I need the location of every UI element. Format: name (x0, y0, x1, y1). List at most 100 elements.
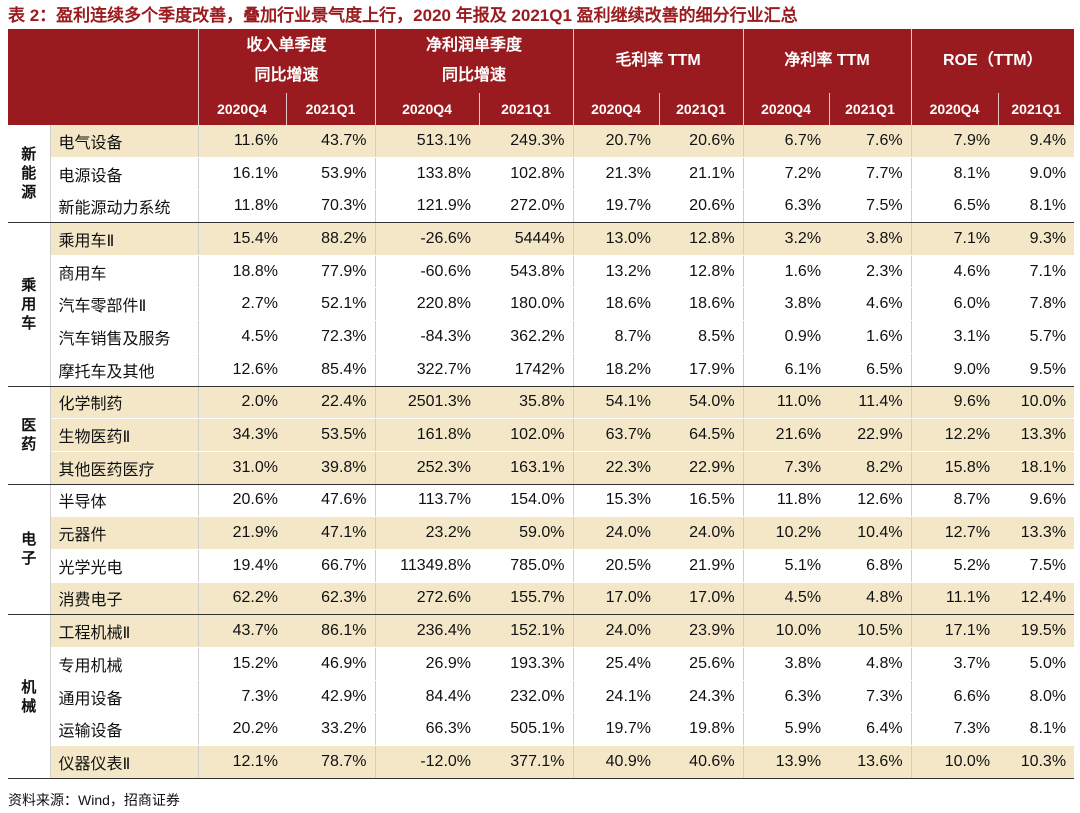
value-cell: 59.0% (479, 516, 574, 550)
header-period: 2021Q1 (997, 93, 1075, 125)
value-cell: 26.9% (374, 647, 480, 681)
value-cell: 7.3% (910, 712, 999, 747)
value-cell: 8.1% (910, 157, 999, 191)
value-cell: 88.2% (286, 222, 376, 256)
value-cell: 7.5% (829, 189, 912, 224)
value-cell: 7.7% (829, 157, 912, 191)
header-period: 2021Q1 (658, 93, 744, 125)
value-cell: 66.7% (286, 549, 376, 583)
value-cell: 5.7% (998, 320, 1075, 354)
value-cell: 1.6% (742, 255, 830, 289)
value-cell: 1.6% (829, 320, 912, 354)
value-cell: 72.3% (286, 320, 376, 354)
value-cell: 64.5% (659, 418, 744, 452)
header-period: 2020Q4 (910, 93, 999, 125)
industry-name: 摩托车及其他 (50, 353, 198, 387)
industry-name: 化学制药 (50, 386, 198, 420)
industry-name: 仪器仪表Ⅱ (50, 745, 198, 779)
value-cell: 7.3% (742, 451, 830, 485)
value-cell: 40.9% (572, 745, 660, 779)
value-cell: 220.8% (374, 287, 480, 322)
value-cell: 4.5% (197, 320, 286, 354)
value-cell: 24.3% (659, 680, 744, 714)
value-cell: 16.5% (659, 484, 744, 518)
table-row: 仪器仪表Ⅱ 12.1% 78.7% -12.0% 377.1% 40.9% 40.6% 13.… (8, 745, 1075, 779)
value-cell: 12.6% (197, 353, 286, 387)
value-cell: 16.1% (197, 157, 286, 191)
value-cell: 18.6% (572, 287, 660, 322)
value-cell: 7.2% (742, 157, 830, 191)
value-cell: 54.1% (572, 386, 660, 420)
value-cell: 102.8% (479, 157, 574, 191)
value-cell: 11.8% (197, 189, 286, 224)
value-cell: 40.6% (659, 745, 744, 779)
table-row: 新能源电气设备 11.6% 43.7% 513.1% 249.3% 20.7% 20.6% 6… (8, 125, 1075, 224)
value-cell: 62.3% (286, 582, 376, 616)
value-cell: 62.2% (197, 582, 286, 616)
value-cell: 9.6% (910, 386, 999, 420)
value-cell: 19.7% (572, 189, 660, 224)
value-cell: 22.9% (829, 418, 912, 452)
value-cell: 21.9% (197, 516, 286, 550)
value-cell: 5.9% (742, 712, 830, 747)
value-cell: 8.0% (998, 680, 1075, 714)
header-blank-sector-2 (8, 93, 50, 125)
value-cell: 24.0% (572, 516, 660, 550)
table-row: 乘用车乘用车Ⅱ 15.4% 88.2% -26.6% 5444% 13.0% 12.8% 3.… (8, 222, 1075, 387)
value-cell: 31.0% (197, 451, 286, 485)
industry-name: 通用设备 (50, 680, 198, 714)
value-cell: 4.8% (829, 647, 912, 681)
value-cell: 7.1% (998, 255, 1075, 289)
value-cell: 4.6% (910, 255, 999, 289)
header-period: 2021Q1 (828, 93, 912, 125)
value-cell: 5.1% (742, 549, 830, 583)
value-cell: 161.8% (374, 418, 480, 452)
value-cell: 33.2% (286, 712, 376, 747)
value-cell: 19.7% (572, 712, 660, 747)
value-cell: 13.9% (742, 745, 830, 779)
value-cell: 24.1% (572, 680, 660, 714)
source-note: 资料来源：Wind，招商证券 (8, 792, 180, 808)
value-cell: 8.2% (829, 451, 912, 485)
header-period: 2021Q1 (478, 93, 574, 125)
table-body: 新能源电气设备 11.6% 43.7% 513.1% 249.3% 20.7% 20.6% 6… (8, 125, 1075, 779)
value-cell: 543.8% (479, 255, 574, 289)
value-cell: 12.6% (829, 484, 912, 518)
value-cell: 18.8% (197, 255, 286, 289)
value-cell: 5.0% (998, 647, 1075, 681)
value-cell: 12.7% (910, 516, 999, 550)
value-cell: 7.6% (829, 125, 912, 158)
value-cell: 377.1% (479, 745, 574, 779)
value-cell: 6.6% (910, 680, 999, 714)
value-cell: 17.0% (659, 582, 744, 616)
header-row-periods: 2020Q4 2021Q1 2020Q4 2021Q1 2020Q4 2021Q… (8, 93, 1075, 125)
value-cell: 180.0% (479, 287, 574, 322)
value-cell: 3.8% (742, 647, 830, 681)
value-cell: 18.2% (572, 353, 660, 387)
value-cell: 66.3% (374, 712, 480, 747)
value-cell: 47.6% (286, 484, 376, 518)
value-cell: 13.6% (829, 745, 912, 779)
header-group-net-profit-line1: 净利润单季度 (426, 37, 523, 54)
value-cell: -26.6% (374, 222, 480, 256)
table-row: 医药化学制药 2.0% 22.4% 2501.3% 35.8% 54.1% 54.0% 11.… (8, 386, 1075, 485)
value-cell: 21.6% (742, 418, 830, 452)
value-cell: 1742% (479, 353, 574, 387)
value-cell: 70.3% (286, 189, 376, 224)
table-row: 电子半导体 20.6% 47.6% 113.7% 154.0% 15.3% 16.5% 11.… (8, 484, 1075, 616)
value-cell: 3.2% (742, 222, 830, 256)
value-cell: 11.0% (742, 386, 830, 420)
value-cell: 86.1% (286, 614, 376, 648)
industry-name: 运输设备 (50, 712, 198, 747)
value-cell: 113.7% (374, 484, 480, 518)
value-cell: 7.1% (910, 222, 999, 256)
value-cell: 232.0% (479, 680, 574, 714)
value-cell: 17.9% (659, 353, 744, 387)
value-cell: 19.4% (197, 549, 286, 583)
value-cell: 6.7% (742, 125, 830, 158)
value-cell: 21.1% (659, 157, 744, 191)
value-cell: 20.5% (572, 549, 660, 583)
value-cell: 2.0% (197, 386, 286, 420)
header-group-gross-margin: 毛利率 TTM (572, 29, 744, 93)
header-group-revenue-line1: 收入单季度 (246, 37, 327, 54)
